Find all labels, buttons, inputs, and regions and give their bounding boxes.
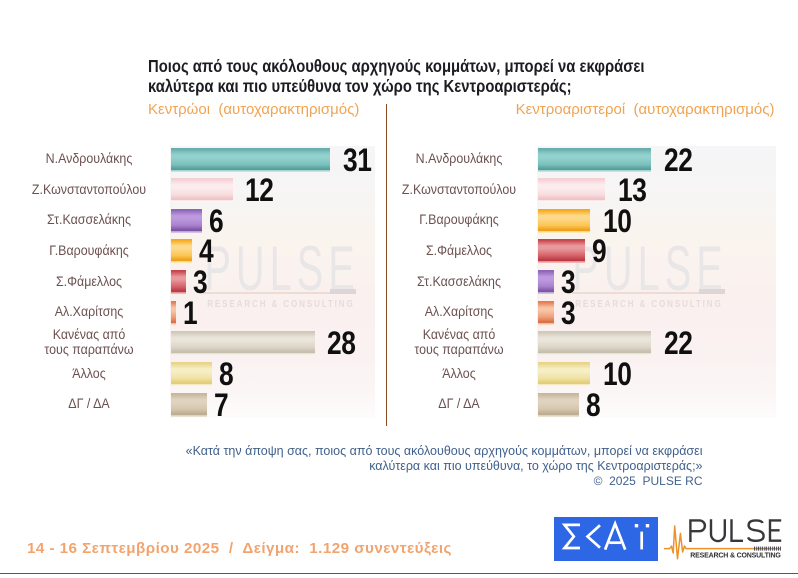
svg-text:RESEARCH & CONSULTING: RESEARCH & CONSULTING	[690, 553, 781, 560]
